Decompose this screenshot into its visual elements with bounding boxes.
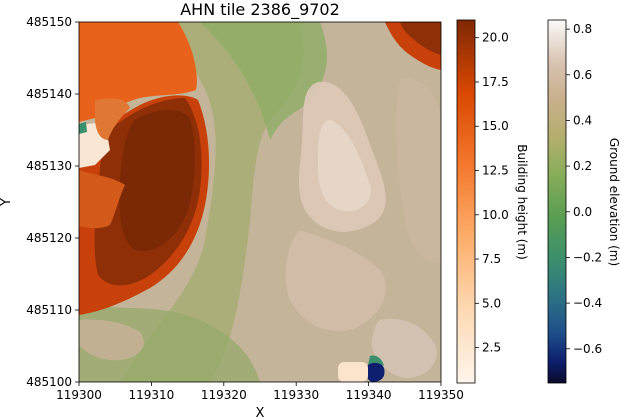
- colorbar-tick-label: 5.0: [482, 296, 501, 310]
- building-west-bright: [79, 22, 197, 122]
- y-axis-label: Y: [0, 198, 14, 207]
- chart-title: AHN tile 2386_9702: [180, 0, 340, 20]
- colorbar-tick-label: −0.2: [573, 250, 602, 264]
- building-west-step: [79, 170, 125, 229]
- colorbar-ground-ticks: −0.6 −0.4 −0.2 0.0 0.2 0.4 0.6 0.8: [566, 22, 602, 356]
- colorbar-tick-label: −0.6: [573, 342, 602, 356]
- colorbar-tick-label: 12.5: [482, 164, 509, 178]
- y-tick-label: 485100: [26, 375, 72, 389]
- ground-green-left: [79, 300, 260, 382]
- x-tick-label: 119310: [128, 388, 174, 402]
- y-tick-label: 485140: [26, 87, 72, 101]
- building-small-bottom: [338, 362, 368, 382]
- building-northeast-dark: [400, 22, 441, 55]
- ground-high-mound-core: [318, 120, 371, 212]
- x-axis-label: X: [256, 406, 265, 420]
- ground-pond-green: [368, 355, 384, 366]
- colorbar-tick-label: 0.0: [573, 205, 592, 219]
- plot-frame: [78, 21, 442, 383]
- colorbar-tick-label: −0.4: [573, 296, 602, 310]
- colorbar-buildings: [456, 19, 476, 384]
- ground-pond-blue: [366, 361, 385, 382]
- x-axis-ticks: 119300 119310 119320 119330 119340 119350: [56, 382, 464, 402]
- colorbar-tick-label: 15.0: [482, 119, 509, 133]
- ground-patch-right: [396, 79, 441, 263]
- colorbar-ground-label: Ground elevation (m): [607, 138, 620, 266]
- building-green-fleck: [79, 122, 87, 134]
- y-tick-label: 485130: [26, 159, 72, 173]
- y-tick-label: 485120: [26, 231, 72, 245]
- x-tick-label: 119300: [56, 388, 102, 402]
- building-mid-tone: [95, 98, 130, 140]
- colorbar-buildings-ticks: 2.5 5.0 7.5 10.0 12.5 15.0 17.5 20.0: [475, 31, 509, 355]
- colorbar-tick-label: 0.8: [573, 22, 592, 36]
- y-tick-label: 485110: [26, 303, 72, 317]
- x-tick-label: 119330: [273, 388, 319, 402]
- ground-low-band: [120, 22, 304, 382]
- x-tick-label: 119350: [418, 388, 464, 402]
- colorbar-ground: [547, 19, 567, 384]
- x-tick-label: 119340: [346, 388, 392, 402]
- heatmap-raster: [79, 22, 441, 382]
- y-axis-ticks: 485100 485110 485120 485130 485140 485150: [26, 15, 79, 389]
- colorbar-tick-label: 0.2: [573, 159, 592, 173]
- colorbar-tick-label: 10.0: [482, 208, 509, 222]
- ground-green-top: [200, 22, 327, 140]
- building-main-core: [119, 109, 195, 251]
- ground-patch-lower: [285, 230, 386, 331]
- ground-patch-bottom: [371, 318, 437, 378]
- x-tick-label: 119320: [201, 388, 247, 402]
- colorbar-buildings-label: Building height (m): [515, 144, 529, 260]
- colorbar-tick-label: 0.6: [573, 68, 592, 82]
- colorbar-tick-label: 20.0: [482, 31, 509, 45]
- colorbar-tick-label: 2.5: [482, 341, 501, 355]
- colorbar-tick-label: 17.5: [482, 75, 509, 89]
- colorbar-tick-label: 7.5: [482, 252, 501, 266]
- ground-patch-bottom-left: [79, 319, 144, 361]
- colorbar-tick-label: 0.4: [573, 113, 592, 127]
- y-tick-label: 485150: [26, 15, 72, 29]
